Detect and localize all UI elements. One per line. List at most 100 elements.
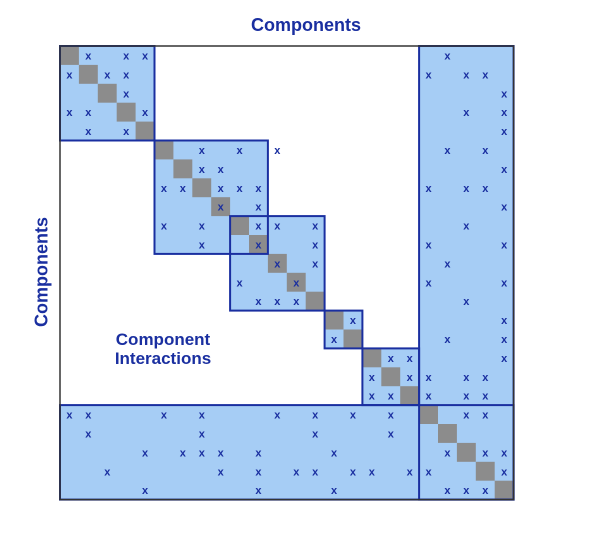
interaction-mark: x: [142, 447, 149, 459]
interaction-mark: x: [444, 447, 451, 459]
interaction-mark: x: [199, 164, 206, 176]
interaction-mark: x: [66, 410, 73, 422]
interaction-mark: x: [255, 447, 262, 459]
interaction-mark: x: [218, 202, 225, 214]
interaction-mark: x: [85, 107, 92, 119]
interaction-mark: x: [463, 221, 470, 233]
diagonal-cell: [475, 461, 495, 481]
interaction-mark: x: [501, 447, 508, 459]
interaction-mark: x: [274, 145, 281, 157]
interaction-mark: x: [501, 353, 508, 365]
interaction-mark: x: [444, 145, 451, 157]
interaction-mark: x: [66, 69, 73, 81]
interaction-mark: x: [463, 485, 470, 497]
interaction-mark: x: [350, 466, 357, 478]
interaction-mark: x: [142, 485, 149, 497]
interaction-mark: x: [388, 391, 395, 403]
diagonal-cell: [362, 348, 382, 368]
interaction-mark: x: [501, 466, 508, 478]
interaction-mark: x: [463, 69, 470, 81]
diagonal-cell: [381, 367, 401, 387]
interaction-mark: x: [255, 296, 262, 308]
interaction-mark: x: [255, 202, 262, 214]
interaction-mark: x: [104, 466, 111, 478]
interaction-mark: x: [444, 258, 451, 270]
interaction-mark: x: [501, 334, 508, 346]
component-interactions-label-line1: Component: [115, 330, 211, 349]
interaction-mark: x: [274, 410, 281, 422]
interaction-mark: x: [312, 258, 319, 270]
interaction-mark: x: [236, 277, 243, 289]
interaction-mark: x: [312, 428, 319, 440]
diagonal-cell: [211, 197, 231, 217]
interaction-mark: x: [274, 258, 281, 270]
interaction-mark: x: [482, 372, 489, 384]
interaction-mark: x: [312, 466, 319, 478]
interaction-mark: x: [199, 145, 206, 157]
interaction-mark: x: [85, 428, 92, 440]
diagonal-cell: [267, 253, 287, 273]
interaction-mark: x: [255, 239, 262, 251]
interaction-mark: x: [501, 277, 508, 289]
interaction-mark: x: [425, 466, 432, 478]
interaction-mark: x: [501, 315, 508, 327]
interaction-mark: x: [501, 107, 508, 119]
interaction-mark: x: [501, 239, 508, 251]
interaction-mark: x: [501, 126, 508, 138]
interaction-mark: x: [218, 466, 225, 478]
interaction-mark: x: [85, 410, 92, 422]
interaction-mark: x: [444, 334, 451, 346]
diagonal-cell: [135, 121, 155, 141]
interaction-mark: x: [425, 391, 432, 403]
interaction-mark: x: [180, 183, 187, 195]
interaction-mark: x: [123, 50, 130, 62]
interaction-mark: x: [85, 126, 92, 138]
interaction-mark: x: [199, 428, 206, 440]
interaction-mark: x: [425, 183, 432, 195]
diagonal-cell: [97, 83, 117, 103]
module-2-border: [153, 139, 269, 255]
interaction-mark: x: [255, 221, 262, 233]
diagonal-cell: [173, 159, 193, 179]
interaction-mark: x: [312, 410, 319, 422]
interaction-mark: x: [85, 50, 92, 62]
interaction-mark: x: [463, 410, 470, 422]
diagonal-cell: [438, 424, 457, 443]
interaction-mark: x: [407, 353, 414, 365]
interaction-mark: x: [463, 372, 470, 384]
interaction-mark: x: [482, 410, 489, 422]
interaction-mark: x: [123, 69, 130, 81]
interaction-mark: x: [161, 410, 168, 422]
diagonal-cell: [400, 386, 420, 406]
interaction-mark: x: [482, 485, 489, 497]
interaction-mark: x: [369, 372, 376, 384]
diagonal-cell: [78, 64, 98, 84]
interaction-mark: x: [274, 221, 281, 233]
interaction-mark: x: [66, 107, 73, 119]
interaction-mark: x: [312, 221, 319, 233]
interaction-mark: x: [293, 277, 300, 289]
interaction-mark: x: [312, 239, 319, 251]
interaction-mark: x: [331, 485, 338, 497]
diagonal-cell: [305, 291, 325, 311]
interaction-mark: x: [331, 334, 338, 346]
interaction-mark: x: [218, 447, 225, 459]
interaction-mark: x: [407, 466, 414, 478]
diagonal-cell: [324, 310, 344, 330]
interaction-mark: x: [482, 69, 489, 81]
interaction-mark: x: [463, 107, 470, 119]
interaction-mark: x: [161, 221, 168, 233]
diagonal-cell: [116, 102, 136, 122]
diagonal-cell: [456, 442, 476, 462]
interaction-mark: x: [388, 428, 395, 440]
interaction-mark: x: [293, 296, 300, 308]
interaction-mark: x: [123, 126, 130, 138]
interaction-mark: x: [255, 485, 262, 497]
interaction-mark: x: [331, 447, 338, 459]
interaction-mark: x: [407, 372, 414, 384]
interaction-mark: x: [425, 239, 432, 251]
interaction-mark: x: [274, 296, 281, 308]
diagonal-cell: [230, 216, 249, 235]
interaction-mark: x: [104, 69, 111, 81]
